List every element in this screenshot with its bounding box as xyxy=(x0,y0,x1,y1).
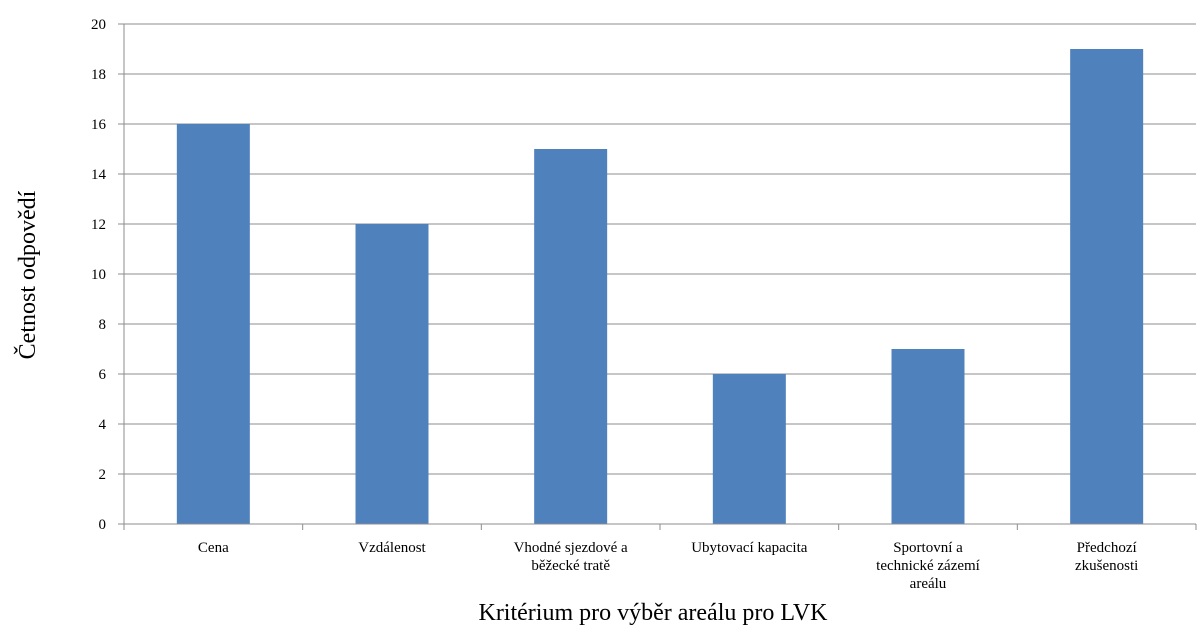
y-tick-label: 12 xyxy=(91,217,106,233)
bar xyxy=(712,374,786,524)
x-category-label-line: Cena xyxy=(198,540,229,556)
y-tick-label: 14 xyxy=(91,167,107,183)
gridlines xyxy=(124,23,1196,475)
bar xyxy=(176,124,250,524)
y-tick-label: 4 xyxy=(99,417,107,433)
x-category-label-line: Sportovní a xyxy=(893,540,963,556)
bar xyxy=(1070,49,1144,524)
y-tick-label: 0 xyxy=(99,517,107,533)
x-axis-title: Kritérium pro výběr areálu pro LVK xyxy=(478,600,828,626)
x-category-label-line: Ubytovací kapacita xyxy=(691,540,808,556)
y-axis-title: Četnost odpovědí xyxy=(14,190,41,359)
axes xyxy=(118,23,1197,530)
x-category-label-line: běžecké tratě xyxy=(531,558,610,574)
x-category-label-line: zkušenosti xyxy=(1075,558,1138,574)
x-category-label: Cena xyxy=(198,540,229,556)
bars xyxy=(176,49,1144,524)
bar xyxy=(534,149,608,524)
x-category-label: Sportovní a technické zázemí areálu xyxy=(876,540,980,592)
x-category-label-line: Vzdálenost xyxy=(358,540,426,556)
x-category-label-line: areálu xyxy=(910,576,947,592)
x-category-label: Vhodné sjezdové a běžecké tratě xyxy=(514,540,628,574)
bar xyxy=(891,349,965,524)
y-tick-label: 18 xyxy=(91,67,106,83)
bar xyxy=(355,224,429,524)
y-tick-label: 8 xyxy=(99,317,107,333)
x-category-label: Vzdálenost xyxy=(358,540,426,556)
x-category-label: Ubytovací kapacita xyxy=(691,540,808,556)
x-category-label-line: Vhodné sjezdové a xyxy=(514,540,628,556)
y-tick-label: 10 xyxy=(91,267,106,283)
x-category-label-line: technické zázemí xyxy=(876,558,980,574)
y-tick-labels: 0 2 4 6 8 10 12 14 16 18 20 xyxy=(91,17,107,533)
x-category-label: Předchozí zkušenosti xyxy=(1075,540,1138,574)
y-tick-label: 6 xyxy=(99,367,107,383)
y-tick-label: 16 xyxy=(91,117,107,133)
y-tick-label: 2 xyxy=(99,467,107,483)
y-tick-label: 20 xyxy=(91,17,106,33)
x-category-label-line: Předchozí xyxy=(1077,540,1137,556)
x-category-labels: Cena Vzdálenost Vhodné sjezdové a běžecké t… xyxy=(198,540,1138,592)
